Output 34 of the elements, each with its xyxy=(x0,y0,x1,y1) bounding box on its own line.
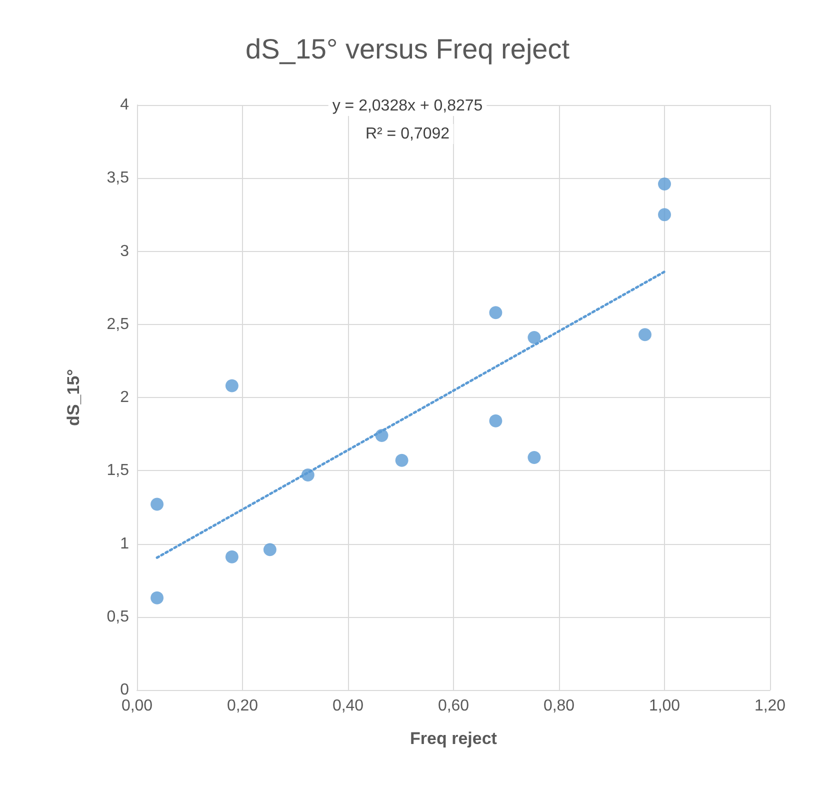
y-tick-label: 1 xyxy=(120,535,130,552)
point xyxy=(150,591,164,604)
point xyxy=(395,454,408,467)
y-tick-label: 0 xyxy=(120,682,130,698)
y-tick-label: 1,5 xyxy=(106,462,130,480)
point xyxy=(638,328,652,342)
annotation: y = 2,0328x + 0,8275 xyxy=(332,98,483,114)
x-tick-label: 0,80 xyxy=(543,698,575,714)
point xyxy=(528,450,541,464)
point xyxy=(658,177,671,190)
x-tick-label: 1,00 xyxy=(648,698,680,714)
point xyxy=(528,331,541,344)
y-tick-label: 4 xyxy=(120,96,130,114)
y-tick-label: 0,5 xyxy=(106,608,130,626)
x-tick-label: 0,60 xyxy=(438,698,470,714)
chart-title: dS_15° versus Freq reject xyxy=(245,34,570,64)
point xyxy=(489,414,502,428)
x-tick-label: 0,20 xyxy=(226,698,258,714)
x-tick-label: 1,20 xyxy=(754,698,786,714)
point xyxy=(225,379,238,392)
x-tick-label: 0,40 xyxy=(332,698,364,714)
point xyxy=(489,306,502,320)
y-tick-label: 3 xyxy=(120,242,130,260)
point xyxy=(263,543,276,556)
x-axis-title: Freq reject xyxy=(410,729,498,748)
y-tick-label: 2,5 xyxy=(106,316,130,333)
annotation: R² = 0,7092 xyxy=(365,126,450,142)
x-tick-label: 0,00 xyxy=(121,698,153,714)
y-tick-label: 3,5 xyxy=(106,170,130,187)
point xyxy=(658,208,671,222)
point xyxy=(225,550,238,564)
y-tick-label: 2 xyxy=(120,389,130,406)
point xyxy=(150,498,164,511)
y-axis-title: dS_15° xyxy=(64,368,83,426)
